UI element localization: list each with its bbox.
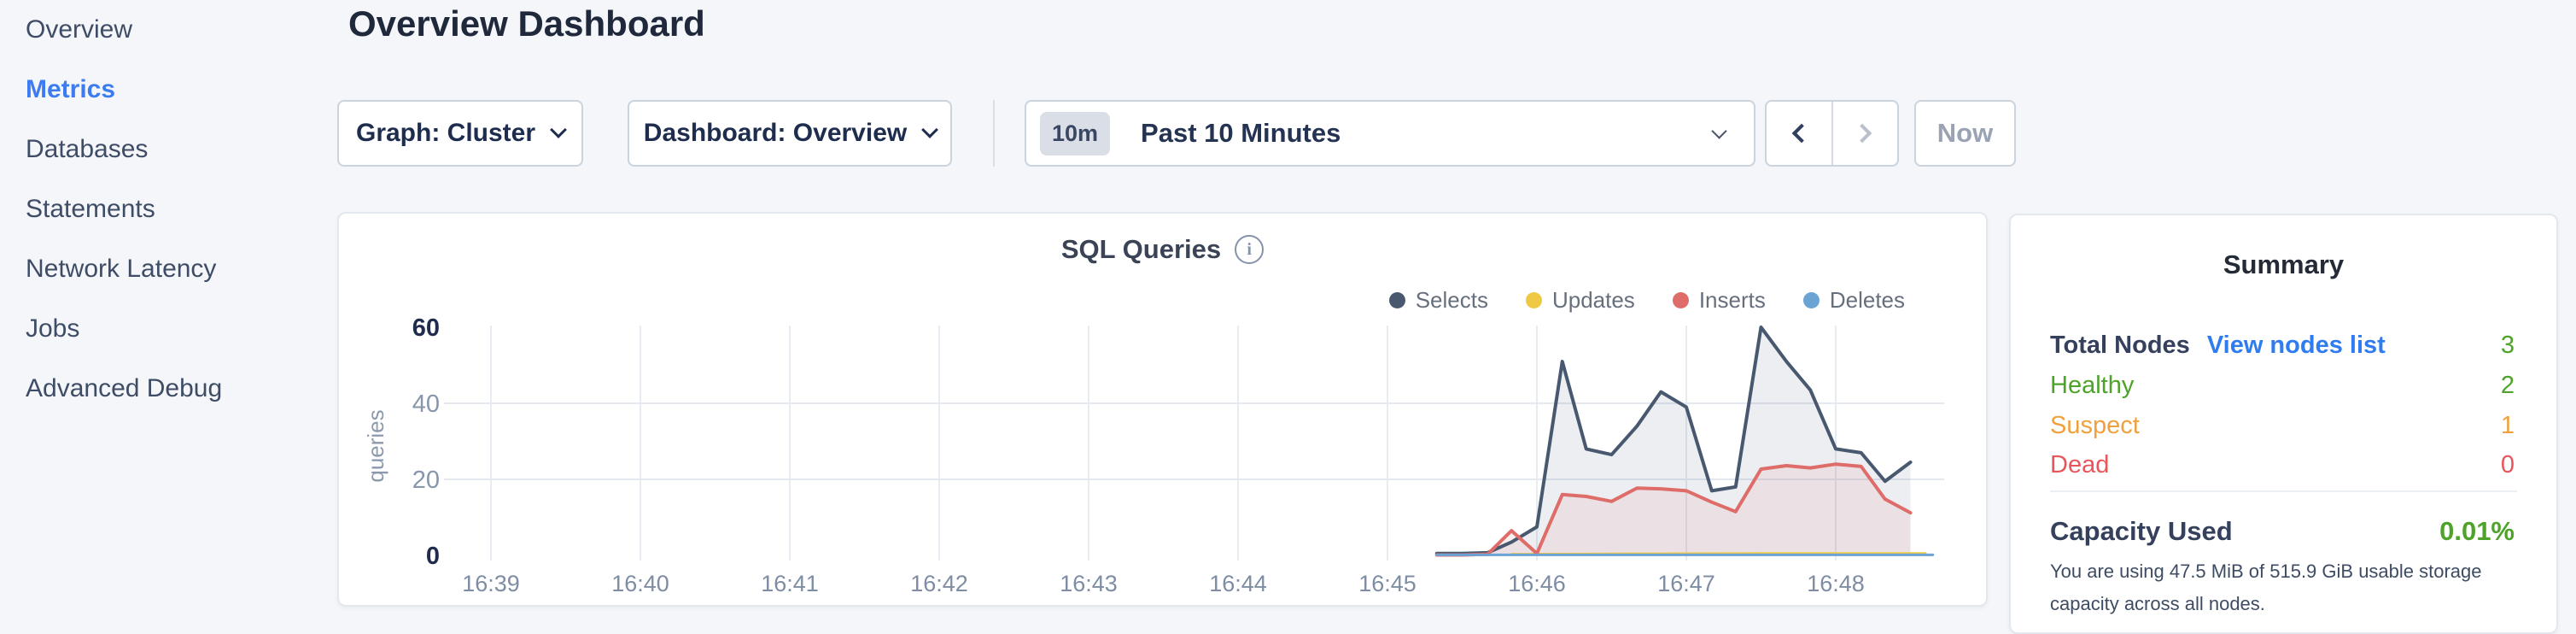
time-range-picker[interactable]: 10m Past 10 Minutes <box>1025 100 1755 167</box>
y-axis-label: 0 <box>426 543 440 570</box>
inserts-area <box>1436 464 1911 555</box>
sidebar-item-jobs[interactable]: Jobs <box>26 314 80 343</box>
chevron-down-icon <box>1711 122 1727 139</box>
sidebar-item-databases[interactable]: Databases <box>26 135 149 163</box>
dashboard-dropdown-label: Dashboard: Overview <box>643 119 908 147</box>
healthy-value: 2 <box>2500 372 2515 399</box>
sidebar-item-overview[interactable]: Overview <box>26 15 133 44</box>
x-axis-label: 16:45 <box>1358 571 1417 596</box>
legend-label: Selects <box>1415 287 1488 313</box>
chevron-left-icon <box>1791 123 1812 144</box>
legend-label: Updates <box>1551 287 1635 313</box>
healthy-label: Healthy <box>2050 372 2135 399</box>
summary-card: Summary Total Nodes View nodes list 3 He… <box>2009 214 2558 634</box>
summary-title: Summary <box>2223 249 2345 279</box>
sidebar-item-metrics[interactable]: Metrics <box>26 75 116 103</box>
dashboard-dropdown[interactable]: Dashboard: Overview <box>628 100 952 167</box>
x-axis-label: 16:44 <box>1209 571 1267 596</box>
y-axis-label: 20 <box>412 467 440 494</box>
selects-line <box>1434 326 1913 555</box>
dead-nodes-row: Dead 0 <box>2050 451 2515 479</box>
graph-dropdown-label: Graph: Cluster <box>355 119 536 147</box>
now-button[interactable]: Now <box>1914 100 2016 167</box>
inserts-line <box>1434 462 1913 557</box>
x-axis-label: 16:40 <box>611 571 669 596</box>
capacity-used-row: Capacity Used 0.01% <box>2050 516 2515 547</box>
chart-title: SQL Queries <box>1060 234 1222 264</box>
suspect-label: Suspect <box>2050 412 2140 439</box>
x-axis-label: 16:46 <box>1508 571 1566 596</box>
total-nodes-label: Total Nodes <box>2050 332 2190 359</box>
capacity-used-label: Capacity Used <box>2050 516 2233 546</box>
legend-item-inserts[interactable]: Inserts <box>1672 287 1766 314</box>
healthy-nodes-row: Healthy 2 <box>2050 372 2515 400</box>
next-time-button[interactable] <box>1831 102 1898 165</box>
time-range-badge: 10m <box>1040 111 1111 156</box>
time-step-buttons <box>1765 100 1899 167</box>
selects-area <box>1436 327 1911 555</box>
x-axis-label: 16:43 <box>1060 571 1118 596</box>
x-axis-label: 16:41 <box>761 571 819 596</box>
updates-dot-icon <box>1525 292 1542 308</box>
sidebar: Overview Metrics Databases Statements Ne… <box>0 0 337 624</box>
controls-divider <box>993 100 995 167</box>
y-axis-label: 40 <box>412 390 440 418</box>
chart-legend: Selects Updates Inserts Deletes <box>1388 287 1905 314</box>
x-axis-label: 16:39 <box>462 571 520 596</box>
chevron-down-icon <box>550 121 567 138</box>
time-range-label: Past 10 Minutes <box>1141 118 1341 148</box>
graph-dropdown[interactable]: Graph: Cluster <box>337 100 583 167</box>
y-axis-unit-label: queries <box>363 409 388 482</box>
x-axis-label: 16:48 <box>1807 571 1865 596</box>
dead-label: Dead <box>2050 451 2110 478</box>
inserts-dot-icon <box>1672 292 1689 308</box>
total-nodes-value: 3 <box>2500 332 2515 359</box>
suspect-value: 1 <box>2500 412 2515 439</box>
sql-queries-chart: 16:39 16:40 16:41 16:42 16:43 16:44 16:45 16:46… <box>363 314 1944 596</box>
capacity-used-value: 0.01% <box>2439 516 2515 546</box>
capacity-description: You are using 47.5 MiB of 515.9 GiB usab… <box>2050 561 2482 614</box>
legend-item-deletes[interactable]: Deletes <box>1802 287 1905 314</box>
y-axis-label: 60 <box>412 314 440 342</box>
chart-title-row: SQL Queries i <box>339 234 1986 265</box>
x-axis-label: 16:42 <box>910 571 968 596</box>
selects-dot-icon <box>1388 292 1405 308</box>
sidebar-item-statements[interactable]: Statements <box>26 195 155 223</box>
previous-time-button[interactable] <box>1767 102 1831 165</box>
legend-item-updates[interactable]: Updates <box>1525 287 1635 314</box>
view-nodes-list-link[interactable]: View nodes list <box>2206 332 2386 359</box>
total-nodes-row: Total Nodes View nodes list 3 <box>2050 332 2515 360</box>
sidebar-item-advanced-debug[interactable]: Advanced Debug <box>26 374 223 402</box>
deletes-dot-icon <box>1802 292 1820 308</box>
chevron-right-icon <box>1852 123 1872 144</box>
sidebar-nav: Overview Metrics Databases Statements Ne… <box>0 0 337 419</box>
info-icon[interactable]: i <box>1235 235 1265 264</box>
legend-label: Inserts <box>1698 287 1766 313</box>
suspect-nodes-row: Suspect 1 <box>2050 412 2515 440</box>
sidebar-item-network-latency[interactable]: Network Latency <box>26 255 217 283</box>
page-title: Overview Dashboard <box>348 3 705 44</box>
chevron-down-icon <box>921 121 939 138</box>
legend-item-selects[interactable]: Selects <box>1388 287 1488 314</box>
x-axis-label: 16:47 <box>1657 571 1715 596</box>
dead-value: 0 <box>2500 451 2515 478</box>
sql-queries-panel: 16:39 16:40 16:41 16:42 16:43 16:44 16:45 16:46… <box>337 212 1988 607</box>
legend-label: Deletes <box>1829 287 1905 313</box>
summary-divider <box>2050 490 2517 492</box>
